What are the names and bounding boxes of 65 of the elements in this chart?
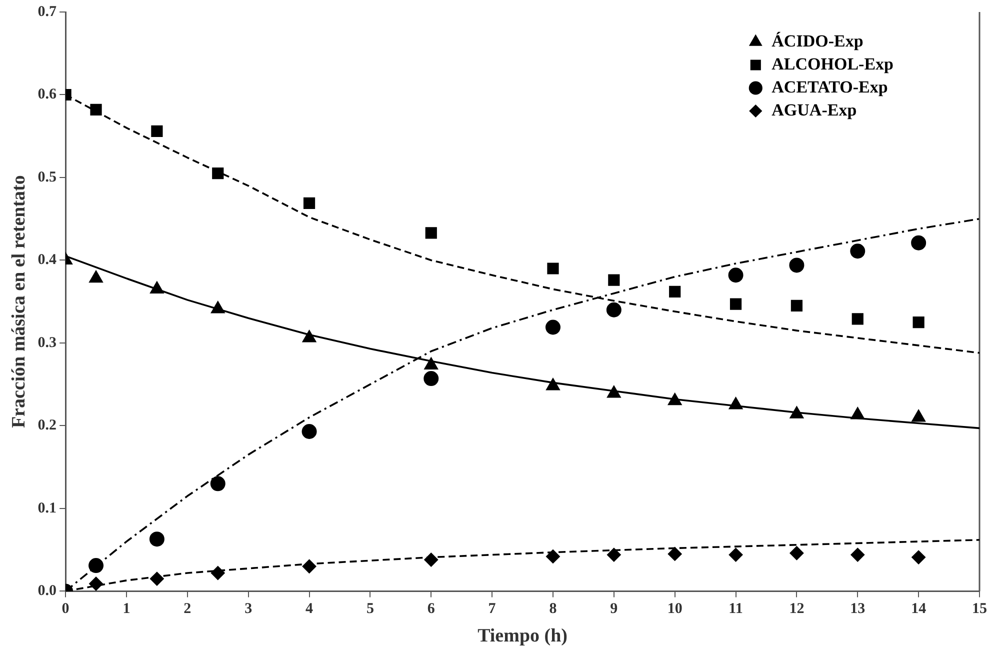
y-tick-label: 0.7 — [38, 4, 58, 20]
point — [90, 104, 102, 116]
point — [850, 244, 866, 259]
point — [912, 316, 924, 328]
y-tick-label: 0.3 — [38, 334, 57, 351]
point — [210, 566, 225, 580]
point — [912, 550, 926, 564]
x-tick-label: 11 — [728, 601, 743, 618]
x-tick-label: 8 — [549, 601, 557, 618]
point — [850, 548, 865, 562]
x-tick-label: 1 — [122, 601, 130, 618]
y-tick-label: 0.6 — [38, 86, 58, 103]
x-tick-label: 7 — [488, 601, 496, 618]
legend-label: AGUA-Exp — [772, 100, 857, 120]
point — [608, 274, 620, 286]
point — [302, 424, 317, 440]
point — [728, 268, 744, 283]
point — [212, 168, 224, 180]
point — [911, 235, 926, 250]
point — [669, 286, 681, 298]
x-axis-title: Tiempo (h) — [478, 626, 568, 647]
point — [546, 549, 560, 564]
point — [302, 559, 316, 574]
point — [606, 302, 622, 318]
legend-label: ALCOHOL-Exp — [772, 54, 894, 74]
point — [89, 576, 104, 591]
y-tick-label: 0.2 — [38, 418, 57, 434]
y-tick-label: 0.4 — [38, 252, 58, 268]
point — [790, 300, 803, 312]
x-tick-label: 14 — [911, 601, 927, 618]
x-tick-label: 10 — [667, 601, 682, 618]
point — [151, 125, 163, 137]
point — [303, 197, 316, 209]
point — [149, 532, 164, 547]
y-tick-label: 0.1 — [38, 500, 57, 516]
x-tick-label: 5 — [366, 601, 374, 618]
point — [790, 546, 804, 560]
x-tick-label: 15 — [972, 601, 987, 618]
x-tick-label: 13 — [850, 601, 866, 618]
point — [424, 371, 439, 386]
point — [789, 258, 804, 273]
point — [424, 552, 438, 567]
x-tick-label: 3 — [244, 601, 252, 618]
x-tick-label: 0 — [62, 601, 70, 618]
x-tick-label: 4 — [306, 601, 314, 618]
point — [606, 548, 621, 562]
legend-label: ÁCIDO-Exp — [772, 31, 864, 50]
point — [545, 320, 560, 335]
y-tick-label: 0.5 — [38, 169, 57, 186]
x-tick-label: 2 — [184, 601, 192, 618]
point — [88, 558, 104, 574]
x-tick-label: 9 — [610, 601, 618, 618]
y-tick-label: 0.0 — [38, 583, 57, 600]
x-tick-label: 6 — [427, 601, 436, 618]
point — [547, 262, 559, 274]
point — [728, 548, 743, 562]
y-axis-title: Fracción másica en el retentato — [8, 175, 30, 428]
point — [425, 227, 437, 239]
legend-label: ACETATO-Exp — [772, 77, 888, 96]
point — [730, 298, 742, 310]
x-tick-label: 12 — [789, 601, 804, 618]
point — [852, 313, 864, 325]
point — [150, 572, 164, 586]
point — [210, 476, 226, 492]
point — [668, 546, 682, 561]
